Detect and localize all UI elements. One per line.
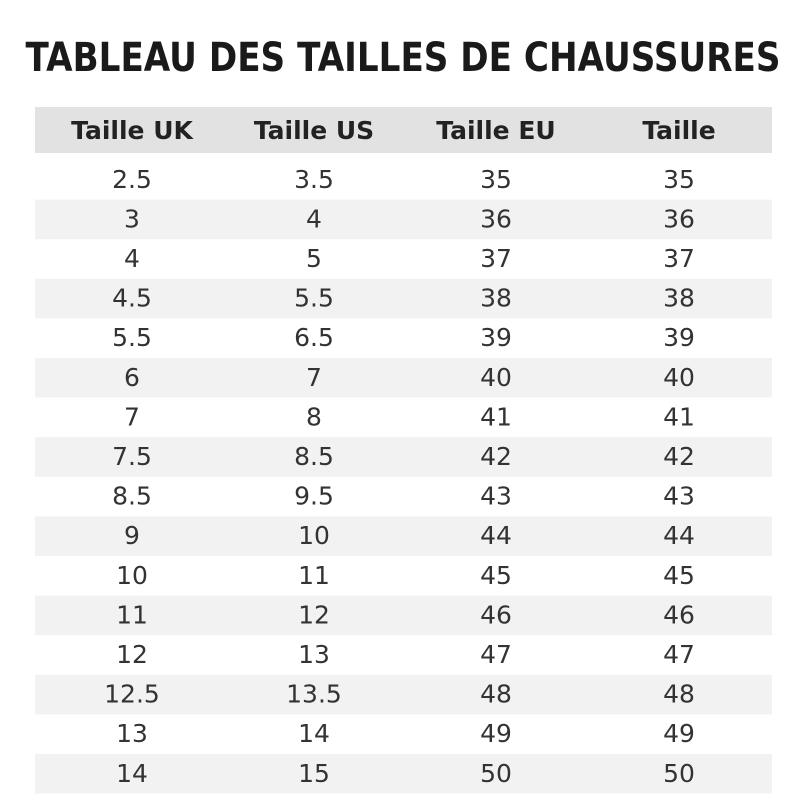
table-cell: 43 bbox=[663, 482, 695, 511]
table-cell: 13.5 bbox=[286, 680, 342, 709]
table-cell: 49 bbox=[480, 719, 512, 748]
table-cell: 6.5 bbox=[294, 323, 334, 352]
table-cell: 11 bbox=[298, 561, 330, 590]
column-header: Taille EU bbox=[436, 116, 555, 145]
table-cell: 13 bbox=[116, 719, 148, 748]
table-cell: 2.5 bbox=[112, 165, 152, 194]
table-cell: 39 bbox=[480, 323, 512, 352]
table-cell: 47 bbox=[663, 640, 695, 669]
table-cell: 42 bbox=[663, 442, 695, 471]
table-cell: 15 bbox=[298, 759, 330, 788]
table-cell: 38 bbox=[663, 284, 695, 313]
row-stripe bbox=[35, 516, 772, 556]
table-cell: 41 bbox=[663, 402, 695, 431]
column-header: Taille US bbox=[254, 116, 374, 145]
table-cell: 35 bbox=[480, 165, 512, 194]
row-stripe bbox=[35, 199, 772, 240]
table-cell: 3 bbox=[124, 204, 140, 233]
table-cell: 37 bbox=[663, 244, 695, 273]
title: TABLEAU DES TAILLES DE CHAUSSURES bbox=[26, 35, 781, 81]
table-cell: 14 bbox=[298, 719, 330, 748]
table-cell: 7 bbox=[124, 402, 140, 431]
table-cell: 35 bbox=[663, 165, 695, 194]
table-cell: 12.5 bbox=[104, 680, 160, 709]
row-stripe bbox=[35, 278, 772, 319]
table-cell: 14 bbox=[116, 759, 148, 788]
row-stripe bbox=[35, 358, 772, 398]
table-cell: 45 bbox=[663, 561, 695, 590]
table-cell: 12 bbox=[298, 600, 330, 629]
table-cell: 46 bbox=[480, 600, 512, 629]
table-cell: 37 bbox=[480, 244, 512, 273]
table-cell: 7.5 bbox=[112, 442, 152, 471]
table-cell: 49 bbox=[663, 719, 695, 748]
table-cell: 5.5 bbox=[112, 323, 152, 352]
table-cell: 8.5 bbox=[112, 482, 152, 511]
table-cell: 4 bbox=[306, 204, 322, 233]
table-cell: 50 bbox=[480, 759, 512, 788]
table-cell: 36 bbox=[663, 204, 695, 233]
table-cell: 50 bbox=[663, 759, 695, 788]
table-cell: 5 bbox=[306, 244, 322, 273]
row-stripe bbox=[35, 437, 772, 477]
table-cell: 12 bbox=[116, 640, 148, 669]
table-cell: 10 bbox=[116, 561, 148, 590]
table-cell: 40 bbox=[480, 363, 512, 392]
table-cell: 42 bbox=[480, 442, 512, 471]
table-cell: 11 bbox=[116, 600, 148, 629]
row-stripe bbox=[35, 595, 772, 636]
table-cell: 13 bbox=[298, 640, 330, 669]
table-cell: 44 bbox=[663, 521, 695, 550]
table-cell: 8 bbox=[306, 402, 322, 431]
table-cell: 9.5 bbox=[294, 482, 334, 511]
table-cell: 46 bbox=[663, 600, 695, 629]
table-cell: 41 bbox=[480, 402, 512, 431]
table-cell: 44 bbox=[480, 521, 512, 550]
table-cell: 39 bbox=[663, 323, 695, 352]
table-cell: 48 bbox=[663, 680, 695, 709]
table-cell: 45 bbox=[480, 561, 512, 590]
header-row bbox=[35, 107, 772, 153]
table-cell: 6 bbox=[124, 363, 140, 392]
table-cell: 38 bbox=[480, 284, 512, 313]
table-cell: 36 bbox=[480, 204, 512, 233]
table-cell: 9 bbox=[124, 521, 140, 550]
column-header: Taille bbox=[642, 116, 715, 145]
table-cell: 7 bbox=[306, 363, 322, 392]
table-cell: 4.5 bbox=[112, 284, 152, 313]
table-cell: 5.5 bbox=[294, 284, 334, 313]
table-cell: 3.5 bbox=[294, 165, 334, 194]
column-header: Taille UK bbox=[71, 116, 194, 145]
table-cell: 8.5 bbox=[294, 442, 334, 471]
row-stripe bbox=[35, 754, 772, 794]
table-cell: 43 bbox=[480, 482, 512, 511]
table-cell: 4 bbox=[124, 244, 140, 273]
row-stripe bbox=[35, 674, 772, 715]
table-cell: 40 bbox=[663, 363, 695, 392]
table-cell: 48 bbox=[480, 680, 512, 709]
table-cell: 10 bbox=[298, 521, 330, 550]
table-cell: 47 bbox=[480, 640, 512, 669]
